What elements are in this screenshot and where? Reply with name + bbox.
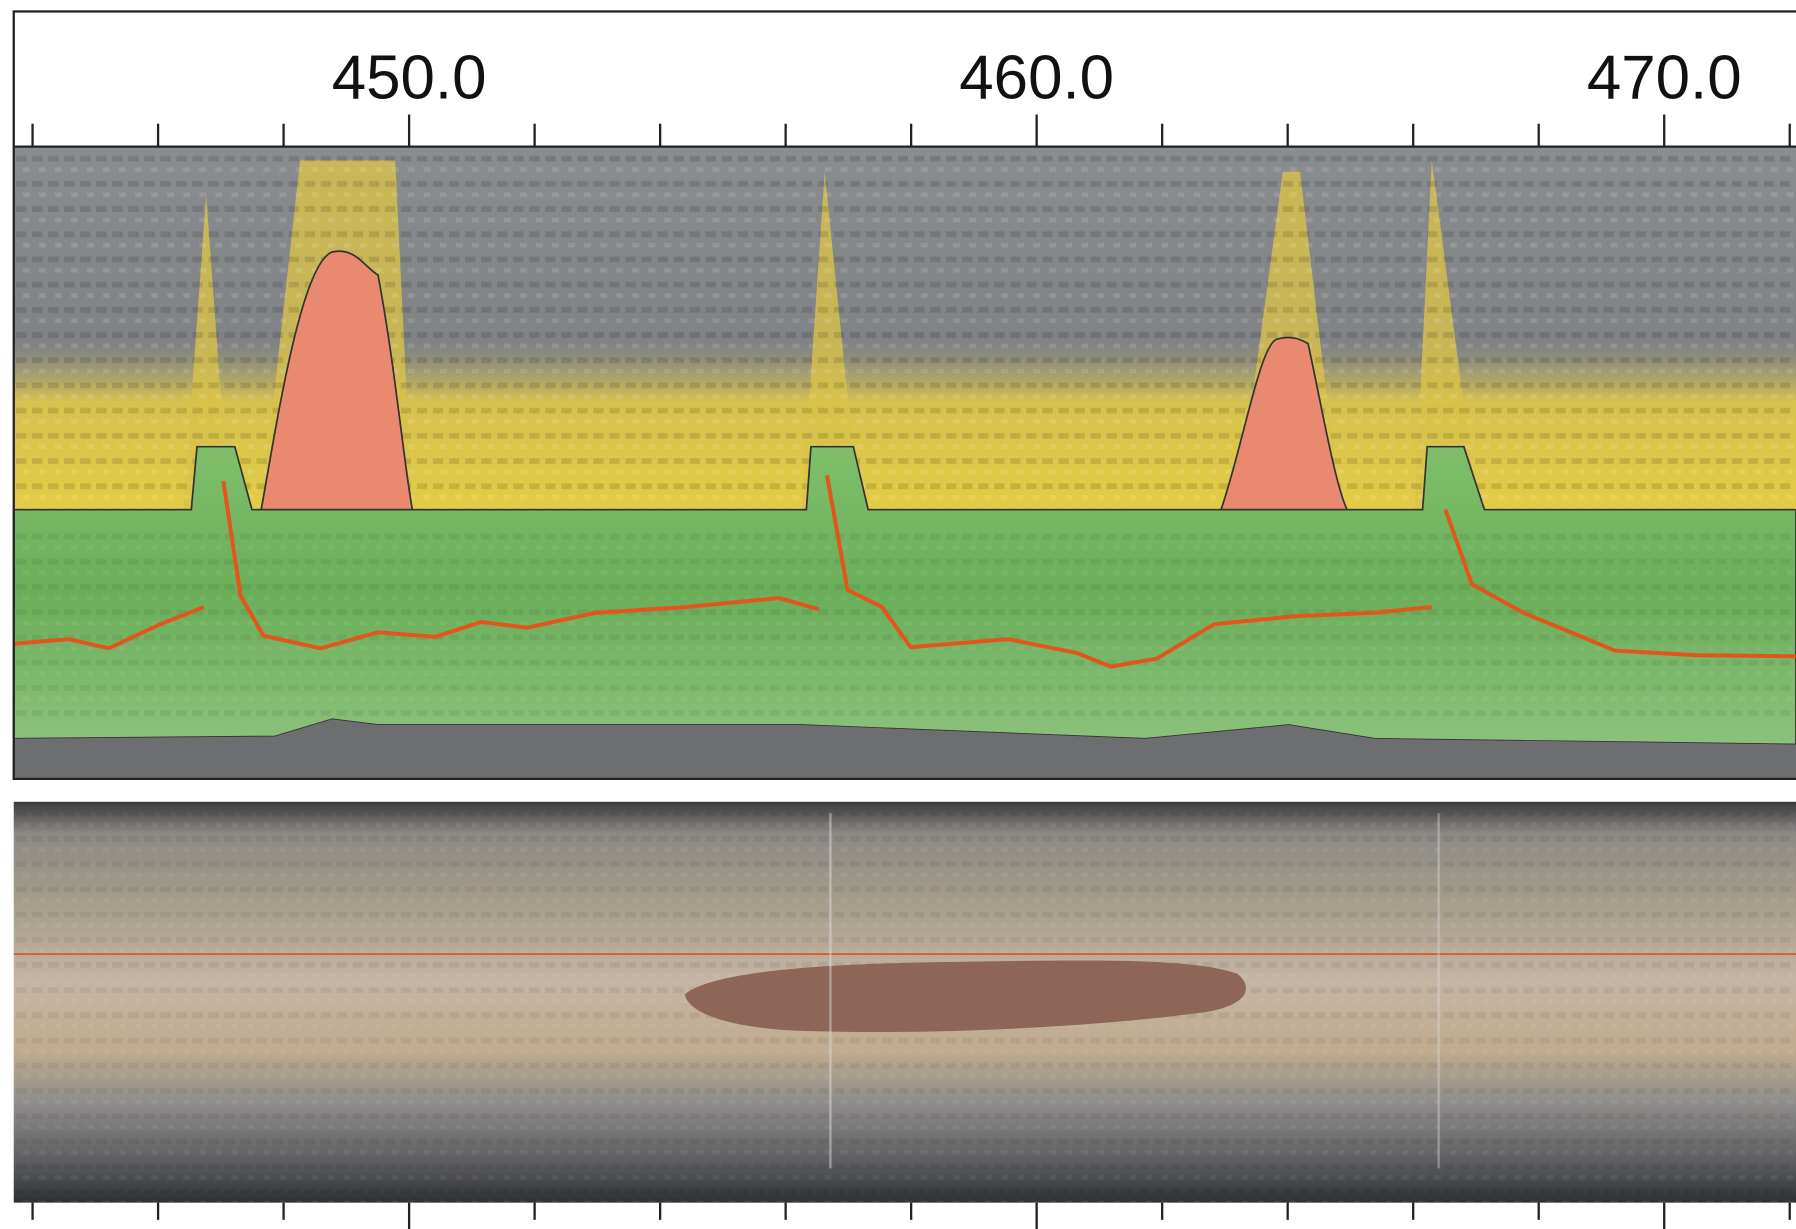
x-tick-label: 470.0 [1587, 44, 1742, 113]
orange-trace [13, 474, 1796, 669]
gray-band [13, 719, 1796, 779]
red-peaks [260, 250, 1349, 511]
photo-panel [13, 801, 1796, 1203]
x-tick-label: 460.0 [959, 44, 1114, 113]
corrosion-patch [684, 960, 1246, 1033]
x-tick-label: 450.0 [332, 44, 487, 113]
scan-frame [12, 10, 1796, 781]
scan-panel [12, 10, 1796, 781]
green-texture [13, 526, 1796, 722]
